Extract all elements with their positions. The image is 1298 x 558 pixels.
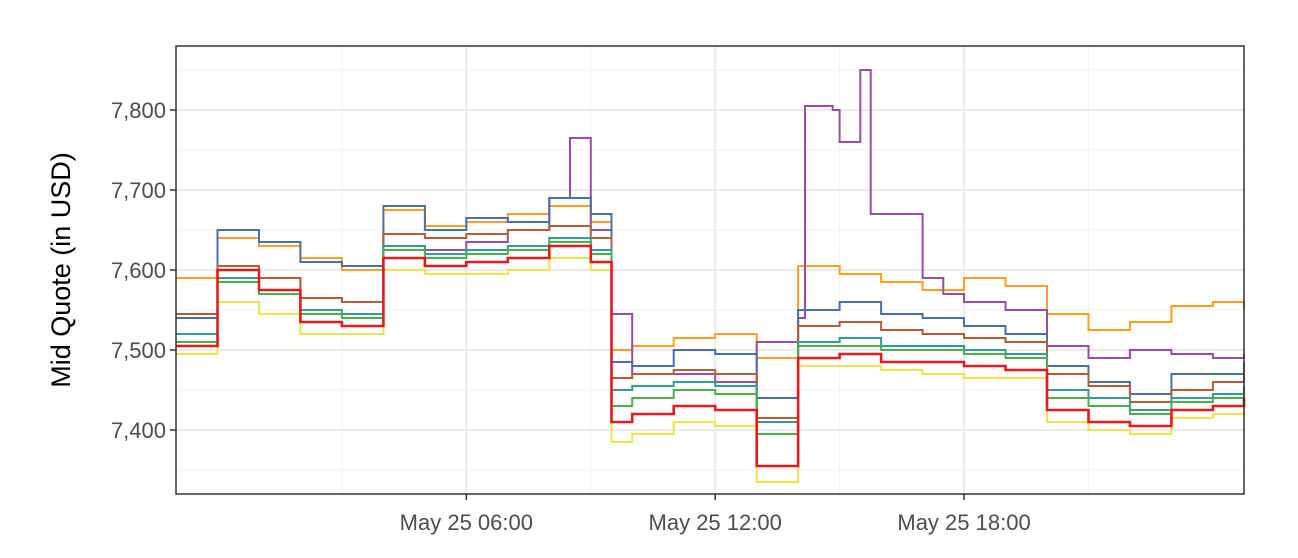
series-line-8	[176, 244, 1246, 468]
x-tick-label: May 25 18:00	[897, 510, 1030, 535]
series-line-5	[176, 237, 1245, 423]
series-lines	[176, 69, 1246, 483]
y-tick-label: 7,500	[111, 338, 166, 363]
series-line-6	[176, 241, 1245, 435]
y-tick-label: 7,700	[111, 178, 166, 203]
y-axis-title: Mid Quote (in USD)	[46, 152, 76, 388]
series-line-3	[176, 197, 1245, 399]
major-grid	[176, 46, 1244, 494]
x-tick-label: May 25 12:00	[649, 510, 782, 535]
y-tick-label: 7,800	[111, 98, 166, 123]
x-axis: May 25 06:00 May 25 12:00 May 25 18:00	[400, 494, 1031, 535]
x-tick-label: May 25 06:00	[400, 510, 533, 535]
y-tick-label: 7,600	[111, 258, 166, 283]
y-tick-label: 7,400	[111, 418, 166, 443]
y-axis: 7,400 7,500 7,600 7,700 7,800	[111, 98, 176, 443]
